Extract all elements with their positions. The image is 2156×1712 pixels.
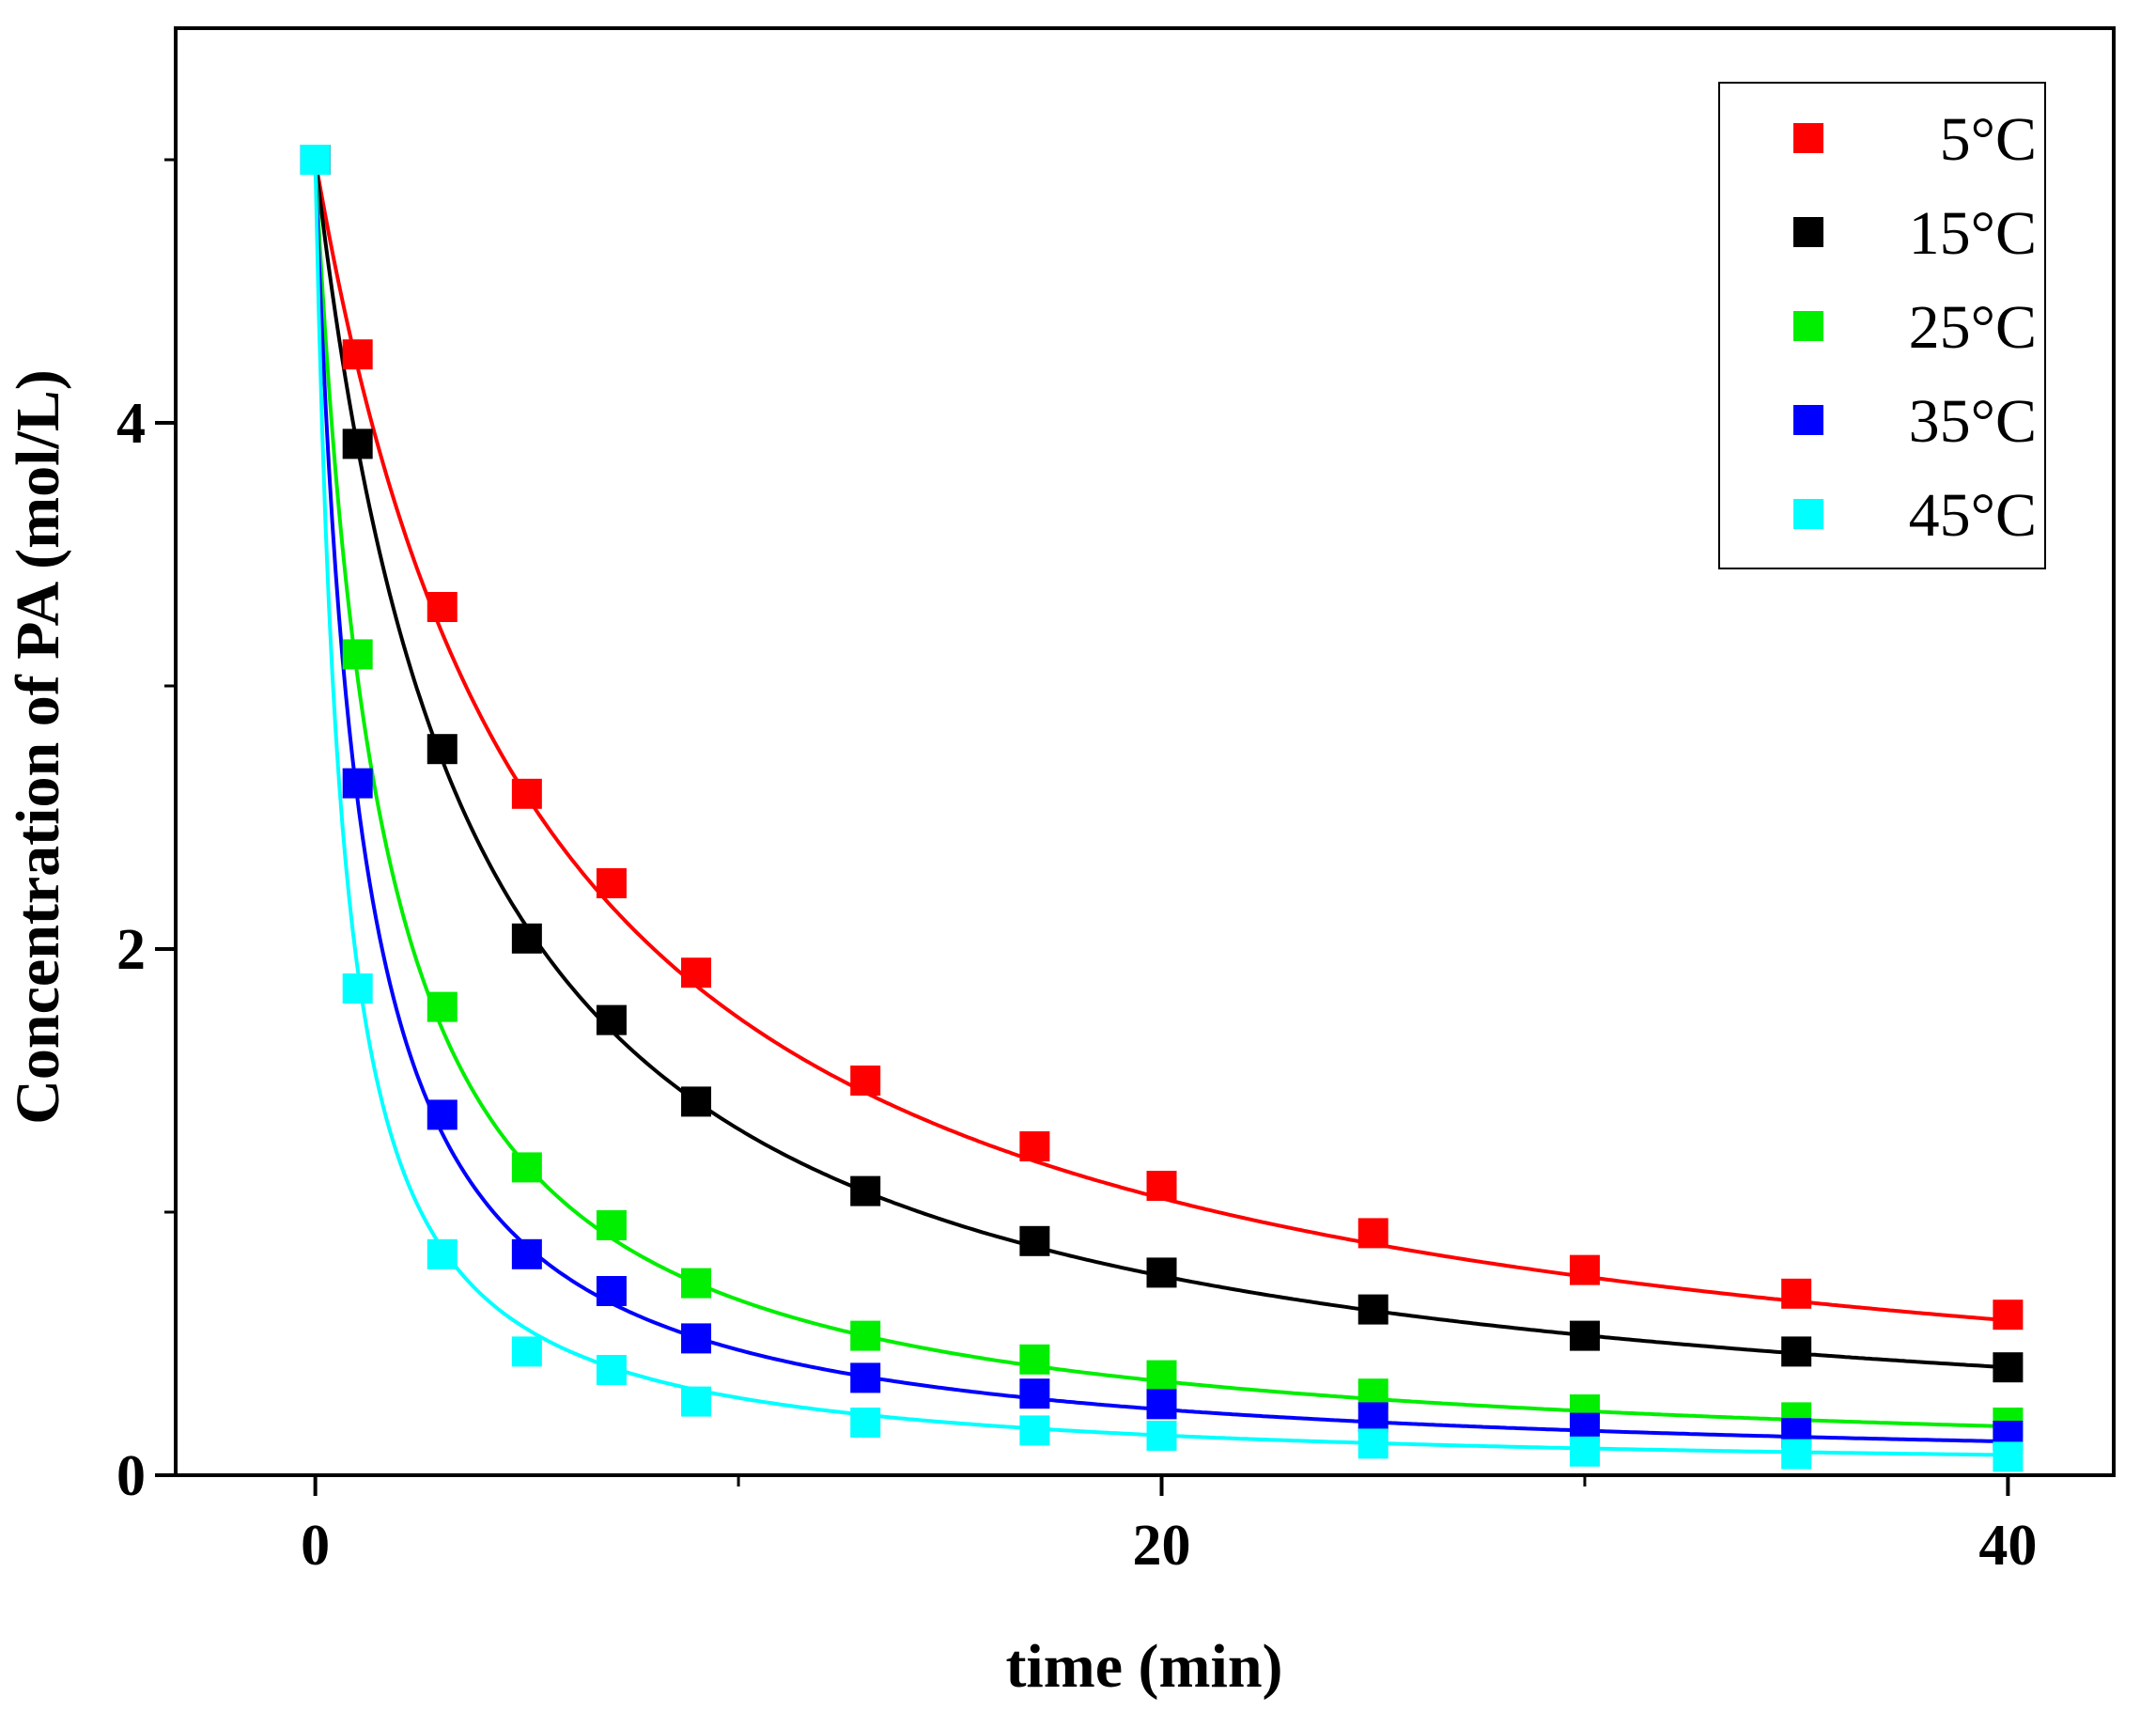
data-point [1993, 1352, 2024, 1383]
data-point [596, 1004, 627, 1035]
data-point [850, 1175, 881, 1206]
legend-marker [1793, 405, 1823, 435]
x-axis-title: time (min) [1005, 1632, 1282, 1701]
data-point [1146, 1360, 1177, 1391]
legend-items: 5°C 15°C 25°C 35°C 45°C [1793, 105, 2037, 550]
legend-label: 15°C [1909, 199, 2037, 268]
legend: 5°C 15°C 25°C 35°C 45°C [1718, 82, 2046, 569]
data-point [1357, 1402, 1388, 1433]
data-point [850, 1320, 881, 1351]
data-point [511, 923, 542, 954]
data-point [1357, 1428, 1388, 1459]
data-point [427, 991, 458, 1022]
data-point [1019, 1131, 1050, 1161]
data-point [1019, 1415, 1050, 1446]
legend-label: 5°C [1940, 105, 2037, 174]
data-point [596, 1210, 627, 1240]
data-point [427, 1238, 458, 1269]
data-point [850, 1066, 881, 1096]
data-point [511, 1238, 542, 1269]
data-point [596, 1276, 627, 1306]
data-point [511, 778, 542, 809]
data-point [342, 639, 373, 670]
data-point [681, 1323, 712, 1354]
data-point [342, 428, 373, 459]
data-point [342, 973, 373, 1004]
legend-label: 25°C [1909, 293, 2037, 362]
data-point [1781, 1278, 1812, 1309]
data-point [1569, 1320, 1600, 1351]
data-point [511, 1152, 542, 1183]
legend-marker [1793, 499, 1823, 529]
data-point [1357, 1218, 1388, 1249]
data-point [1569, 1254, 1600, 1285]
y-tick-label: 2 [116, 918, 146, 982]
axes: 0 20 40 0 2 4 [116, 158, 2037, 1578]
data-point [1146, 1171, 1177, 1201]
data-point [681, 1268, 712, 1299]
data-point [681, 957, 712, 988]
data-point [1019, 1225, 1050, 1256]
y-tick-label: 4 [116, 392, 146, 456]
data-point [850, 1408, 881, 1438]
data-point [681, 1086, 712, 1117]
legend-label: 45°C [1909, 481, 2037, 550]
data-point [1781, 1336, 1812, 1367]
data-point [427, 592, 458, 622]
data-point [427, 734, 458, 765]
data-point [596, 1355, 627, 1385]
data-point [342, 768, 373, 799]
data-point [1146, 1389, 1177, 1420]
legend-marker [1793, 311, 1823, 341]
data-point [1569, 1436, 1600, 1467]
data-point [850, 1362, 881, 1393]
data-point [1357, 1294, 1388, 1325]
data-point [1146, 1257, 1177, 1288]
y-tick-label: 0 [116, 1444, 146, 1508]
data-point [1781, 1439, 1812, 1470]
data-point [596, 868, 627, 898]
data-point [300, 145, 331, 175]
data-points [300, 145, 2024, 1472]
plot-frame [174, 26, 2116, 1477]
x-tick-label: 0 [301, 1514, 330, 1578]
data-point [1993, 1441, 2024, 1472]
legend-marker [1793, 217, 1823, 247]
data-point [1146, 1421, 1177, 1451]
data-point [1993, 1300, 2024, 1331]
data-point [511, 1336, 542, 1367]
y-axis-title: Concentration of PA (mol/L) [4, 369, 72, 1125]
data-point [1019, 1378, 1050, 1409]
x-tick-label: 40 [1978, 1514, 2037, 1578]
legend-marker [1793, 123, 1823, 153]
data-point [342, 339, 373, 370]
data-point [1019, 1344, 1050, 1375]
x-tick-label: 20 [1133, 1514, 1191, 1578]
data-point [681, 1386, 712, 1417]
data-point [427, 1099, 458, 1130]
legend-box [1718, 82, 2046, 569]
legend-label: 35°C [1909, 387, 2037, 456]
